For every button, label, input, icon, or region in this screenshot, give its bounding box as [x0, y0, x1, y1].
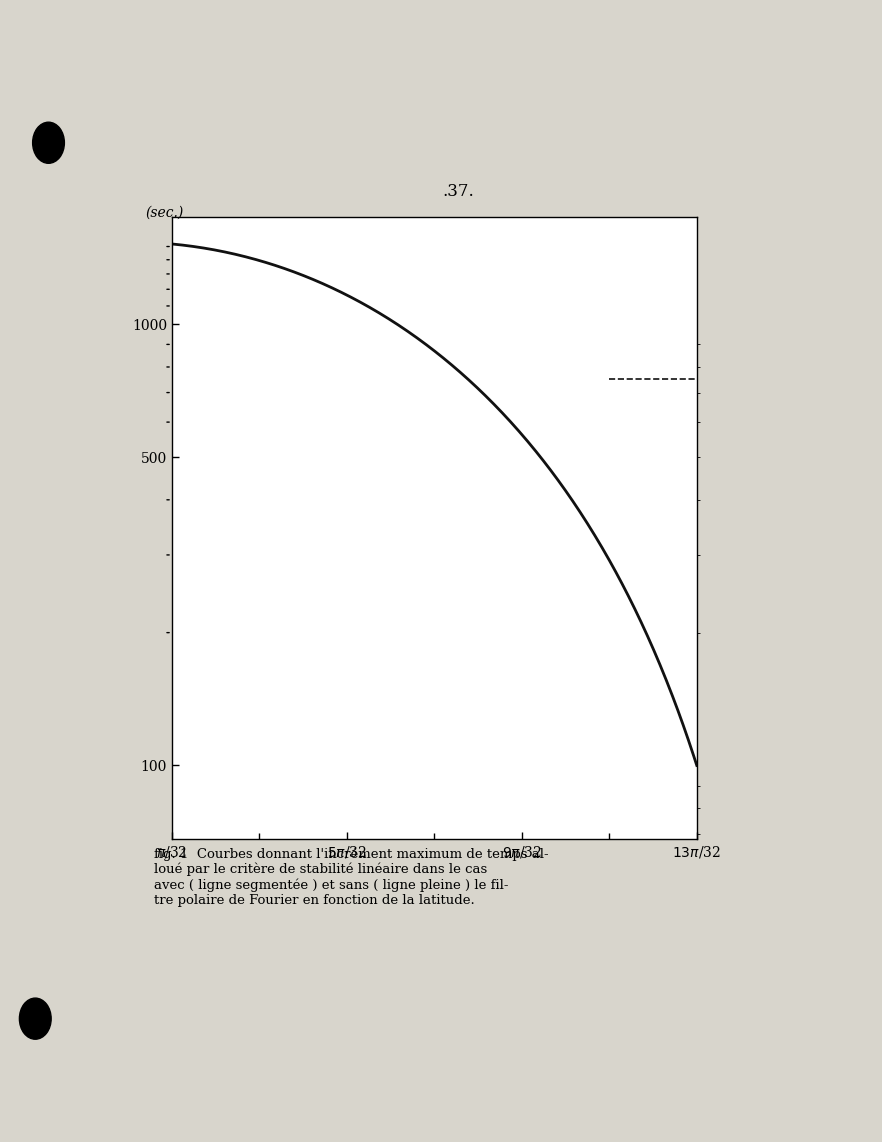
- Text: (sec.): (sec.): [146, 206, 183, 219]
- Text: .37.: .37.: [443, 183, 475, 200]
- Text: fig. 1  Courbes donnant l'incrément maximum de temps al-
loué par le critère de : fig. 1 Courbes donnant l'incrément maxim…: [154, 847, 549, 907]
